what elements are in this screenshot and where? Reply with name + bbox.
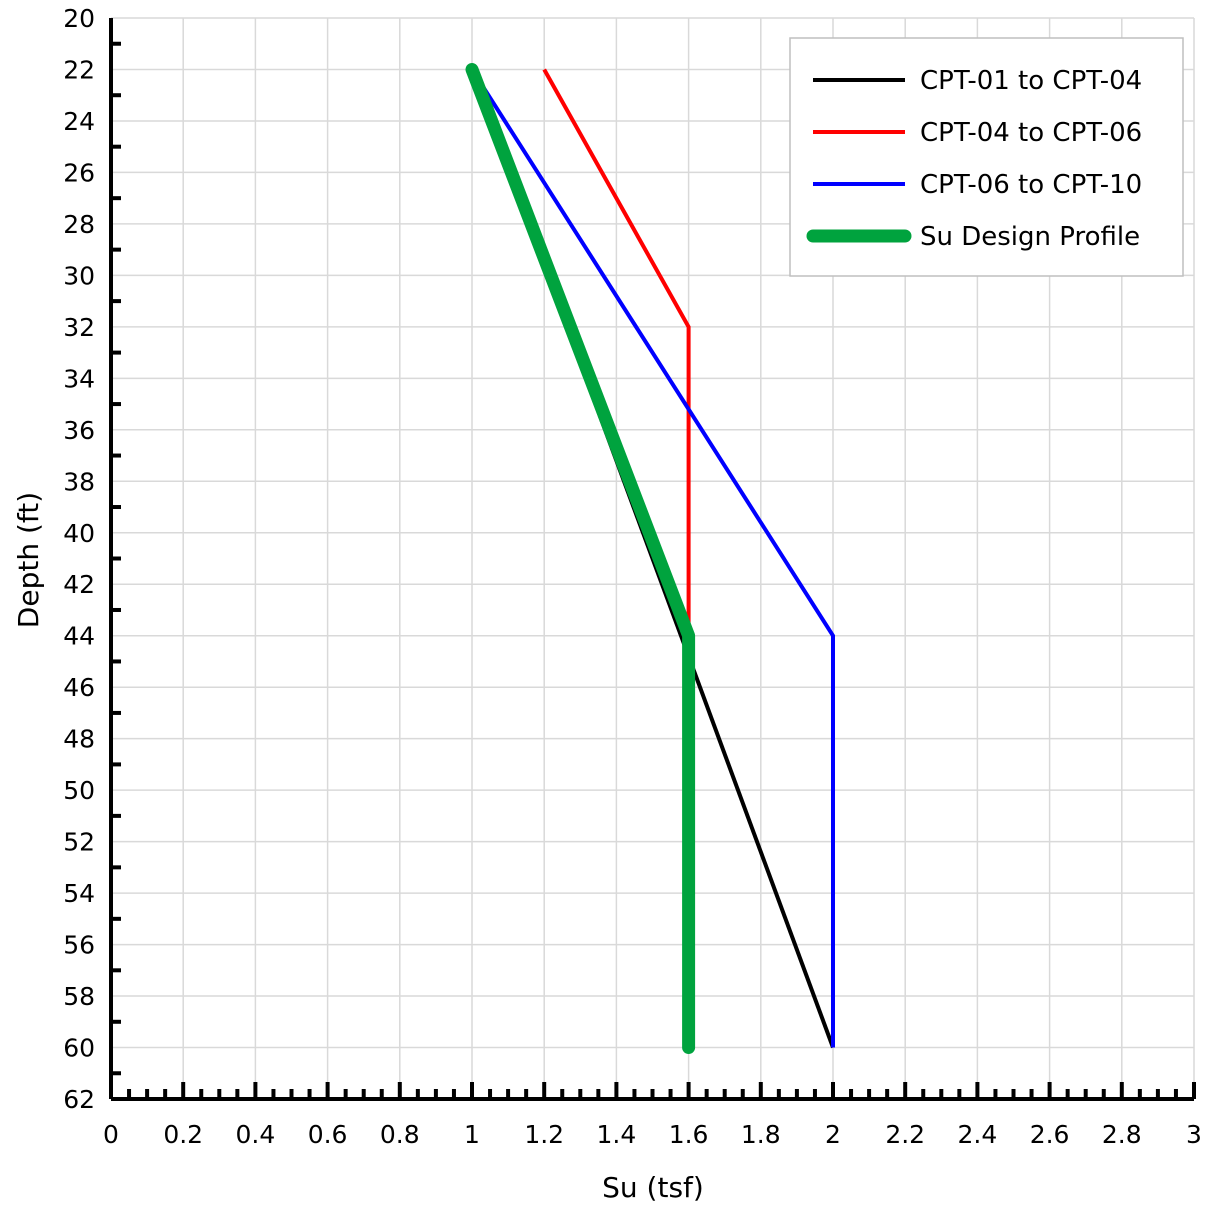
series-line-su-design-profile [465, 63, 696, 1054]
y-tick-label: 42 [63, 570, 95, 599]
y-tick-label: 60 [63, 1034, 95, 1063]
y-tick-label: 58 [63, 982, 95, 1011]
x-tick-label: 0.4 [236, 1120, 276, 1149]
y-tick-label: 52 [63, 828, 95, 857]
legend-label-cpt-06-to-cpt-10: CPT-06 to CPT-10 [920, 170, 1142, 200]
y-tick-label: 28 [63, 210, 95, 239]
y-tick-label: 50 [63, 776, 95, 805]
y-tick-label: 32 [63, 313, 95, 342]
y-tick-label: 44 [63, 622, 95, 651]
legend-label-cpt-01-to-cpt-04: CPT-01 to CPT-04 [920, 66, 1142, 96]
x-tick-label: 3 [1186, 1120, 1202, 1149]
x-tick-label: 1.8 [741, 1120, 781, 1149]
x-tick-label: 1.2 [524, 1120, 564, 1149]
y-tick-label: 40 [63, 519, 95, 548]
x-tick-label: 0.6 [308, 1120, 348, 1149]
series-line-cpt-04-to-cpt-06 [542, 68, 691, 636]
y-tick-label: 54 [63, 879, 95, 908]
legend-label-su-design-profile: Su Design Profile [920, 222, 1140, 252]
y-axis-title: Depth (ft) [12, 492, 45, 628]
y-tick-label: 62 [63, 1085, 95, 1114]
y-tick-label: 56 [63, 931, 95, 960]
tick-labels: 0 0.2 0.4 0.6 0.8 1 1.2 1.4 1.6 1.8 2 2.2 2.4 2.6 2.8 3… [63, 4, 1202, 1149]
y-tick-label: 24 [63, 107, 95, 136]
x-tick-label: 1 [464, 1120, 480, 1149]
x-tick-label: 2 [825, 1120, 841, 1149]
y-tick-label: 48 [63, 725, 95, 754]
legend: CPT-01 to CPT-04 CPT-04 to CPT-06 CPT-06 t… [789, 37, 1184, 277]
x-tick-label: 1.6 [669, 1120, 709, 1149]
x-tick-label: 2.2 [885, 1120, 925, 1149]
y-tick-label: 20 [63, 4, 95, 33]
x-axis-title: Su (tsf) [602, 1171, 704, 1204]
axes-layer [109, 18, 1196, 1101]
x-tick-label: 2.4 [958, 1120, 998, 1149]
series-line-cpt-06-to-cpt-10 [470, 68, 835, 1048]
y-tick-label: 30 [63, 261, 95, 290]
y-tick-label: 36 [63, 416, 95, 445]
series-layer [465, 63, 835, 1054]
x-tick-label: 0 [103, 1120, 119, 1149]
y-tick-label: 34 [63, 364, 95, 393]
x-tick-label: 0.2 [163, 1120, 203, 1149]
x-tick-label: 2.6 [1030, 1120, 1070, 1149]
y-tick-label: 22 [63, 55, 95, 84]
y-tick-label: 46 [63, 673, 95, 702]
y-tick-label: 26 [63, 158, 95, 187]
legend-label-cpt-04-to-cpt-06: CPT-04 to CPT-06 [920, 118, 1142, 148]
x-tick-label: 1.4 [597, 1120, 637, 1149]
x-tick-label: 2.8 [1102, 1120, 1142, 1149]
x-tick-label: 0.8 [380, 1120, 420, 1149]
y-tick-label: 38 [63, 467, 95, 496]
